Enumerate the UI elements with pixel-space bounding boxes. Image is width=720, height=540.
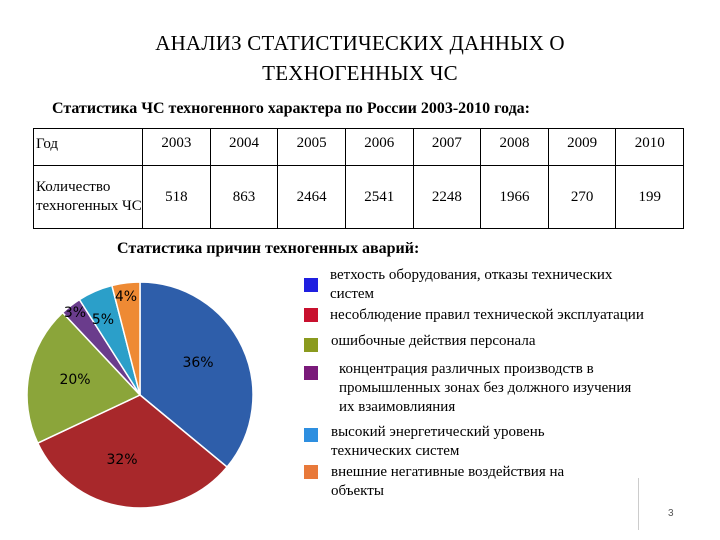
count-cell: 863	[209, 165, 279, 229]
pie-slice	[110, 281, 141, 396]
legend-swatch	[304, 366, 318, 380]
pie-slice-label: 3%	[64, 305, 86, 321]
slide-title-line-2: ТЕХНОГЕННЫХ ЧС	[262, 61, 458, 85]
legend-label: внешние негативные воздействия на объекты	[331, 463, 564, 501]
count-cell: 2248	[412, 165, 482, 229]
pie-slice-label: 32%	[106, 452, 137, 468]
legend-swatch	[304, 428, 318, 442]
legend-label-line: внешние негативные воздействия на	[331, 464, 565, 480]
count-cell: 270	[547, 165, 617, 229]
legend-label: несоблюдение правил технической эксплуат…	[330, 306, 644, 325]
year-cell: 2007	[412, 128, 482, 166]
pie-slice	[36, 394, 229, 509]
year-cell: 2010	[615, 128, 684, 166]
legend-label-line: их взаимовлияния	[339, 399, 456, 415]
table-row-counts: Количество техногенных ЧС 518 863 2464 2…	[33, 165, 684, 229]
pie-slice-label: 36%	[182, 355, 213, 371]
page-number: 3	[668, 508, 674, 519]
legend-label-line: объекты	[331, 483, 384, 499]
emergency-statistics-table: Год 2003 2004 2005 2006 2007 2008 2009 2…	[33, 128, 684, 229]
year-cell: 2003	[142, 128, 211, 166]
pie-slice	[139, 281, 254, 469]
year-header-cell: Год	[33, 128, 143, 166]
legend-label-line: ошибочные действия персонала	[331, 333, 536, 349]
pie-slice	[26, 311, 142, 445]
pie-slice-label: 5%	[92, 312, 114, 328]
count-cell: 2541	[344, 165, 414, 229]
legend-swatch	[304, 278, 318, 292]
legend-label: ошибочные действия персонала	[331, 332, 535, 351]
table-row-years: Год 2003 2004 2005 2006 2007 2008 2009 2…	[33, 128, 684, 166]
year-cell: 2004	[209, 128, 279, 166]
legend-label-line: технических систем	[331, 443, 460, 459]
legend-swatch	[304, 308, 318, 322]
legend-label: высокий энергетический уровень технически…	[331, 423, 545, 461]
pie-slice-label: 20%	[59, 372, 90, 388]
legend-label-line: систем	[330, 286, 375, 302]
year-cell: 2008	[480, 128, 549, 166]
legend-label: ветхость оборудования, отказы технически…	[330, 266, 612, 304]
legend-label-line: высокий энергетический уровень	[331, 424, 545, 440]
pie-slice-label: 4%	[115, 289, 137, 305]
slide-title: АНАЛИЗ СТАТИСТИЧЕСКИХ ДАННЫХ О ТЕХНОГЕНН…	[0, 28, 720, 88]
legend-label-line: промышленных зонах без должного изучения	[339, 380, 632, 396]
chart-title: Статистика причин техногенных аварий:	[117, 240, 420, 257]
legend-label: концентрация различных производств в пром…	[339, 360, 631, 417]
legend-label-line: концентрация различных производств в	[339, 361, 594, 377]
count-cell: 1966	[480, 165, 549, 229]
count-cell: 2464	[277, 165, 346, 229]
table-subtitle: Статистика ЧС техногенного характера по …	[52, 100, 530, 117]
count-cell: 199	[615, 165, 684, 229]
count-cell: 518	[142, 165, 211, 229]
divider-line	[638, 478, 639, 530]
legend-label-line: несоблюдение правил технической эксплуат…	[330, 307, 644, 323]
legend-swatch	[304, 338, 318, 352]
count-header-cell: Количество техногенных ЧС	[33, 165, 143, 229]
legend-swatch	[304, 465, 318, 479]
legend-label-line: ветхость оборудования, отказы технически…	[330, 267, 613, 283]
slide-title-line-1: АНАЛИЗ СТАТИСТИЧЕСКИХ ДАННЫХ О	[155, 31, 565, 55]
